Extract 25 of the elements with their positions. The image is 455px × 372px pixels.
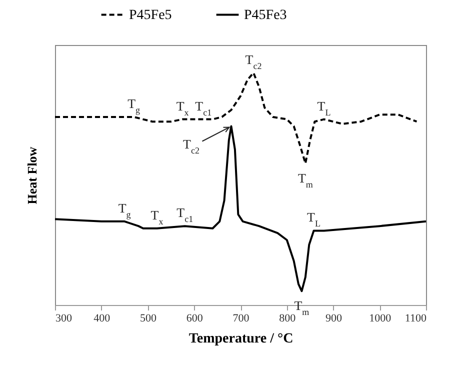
legend-label: P45Fe3 (244, 8, 287, 23)
annotation: T$_{x}$ (150, 207, 164, 226)
x-tick-label: 400 (94, 312, 111, 324)
annotation: T$_{c1}$ (195, 98, 212, 118)
x-tick-label: 300 (56, 312, 72, 324)
annotation: T$_{L}$ (317, 98, 331, 118)
annotation: T$_{c1}$ (176, 205, 194, 224)
annotation: T$_{m}$ (298, 170, 313, 190)
annotation: T$_{m}$ (294, 298, 310, 318)
legend-label: P45Fe5 (129, 8, 172, 23)
annotation: T$_{c2}$ (245, 52, 262, 71)
x-tick-label: 500 (140, 312, 157, 324)
annotation: T$_{g}$ (118, 200, 132, 220)
annotation: T$_{g}$ (128, 96, 141, 115)
annotation: T$_{x}$ (176, 98, 190, 118)
x-tick-label: 800 (279, 312, 296, 324)
x-tick-label: 1000 (369, 312, 392, 324)
x-tick-label: 900 (326, 312, 342, 324)
x-tick-label: 700 (232, 312, 250, 324)
y-axis-title: Heat Flow (24, 146, 40, 204)
annotation: T$_{L}$ (307, 210, 320, 229)
x-axis-title: Temperature / °C (188, 332, 294, 346)
x-tick-label: 600 (186, 312, 204, 324)
x-tick-label: 1100 (404, 312, 427, 324)
annotation: T$_{c2}$ (183, 136, 200, 156)
